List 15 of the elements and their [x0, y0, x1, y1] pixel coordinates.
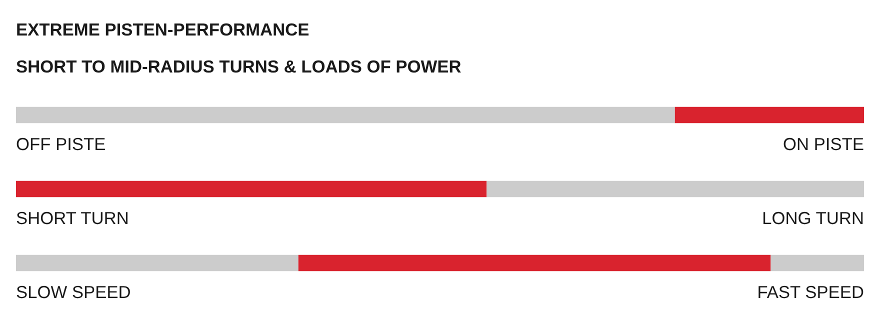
annotation: LONG TURN	[763, 212, 863, 224]
chart-subtitle: SHORT TO MID-RADIUS TURNS & LOADS OF POWER	[16, 60, 461, 73]
bar	[16, 254, 298, 272]
bar	[486, 180, 864, 198]
y-tick-label: SHORT TURN	[16, 212, 128, 224]
chart-title: EXTREME PISTEN-PERFORMANCE	[17, 23, 309, 36]
bar	[770, 254, 864, 272]
y-tick-label: OFF PISTE	[16, 138, 105, 150]
annotation: FAST SPEED	[758, 286, 864, 298]
bar	[298, 254, 771, 272]
y-tick-label: SLOW SPEED	[16, 286, 130, 298]
bar	[16, 106, 675, 124]
bar	[674, 106, 864, 124]
annotation: ON PISTE	[784, 138, 864, 150]
bar	[16, 180, 487, 198]
